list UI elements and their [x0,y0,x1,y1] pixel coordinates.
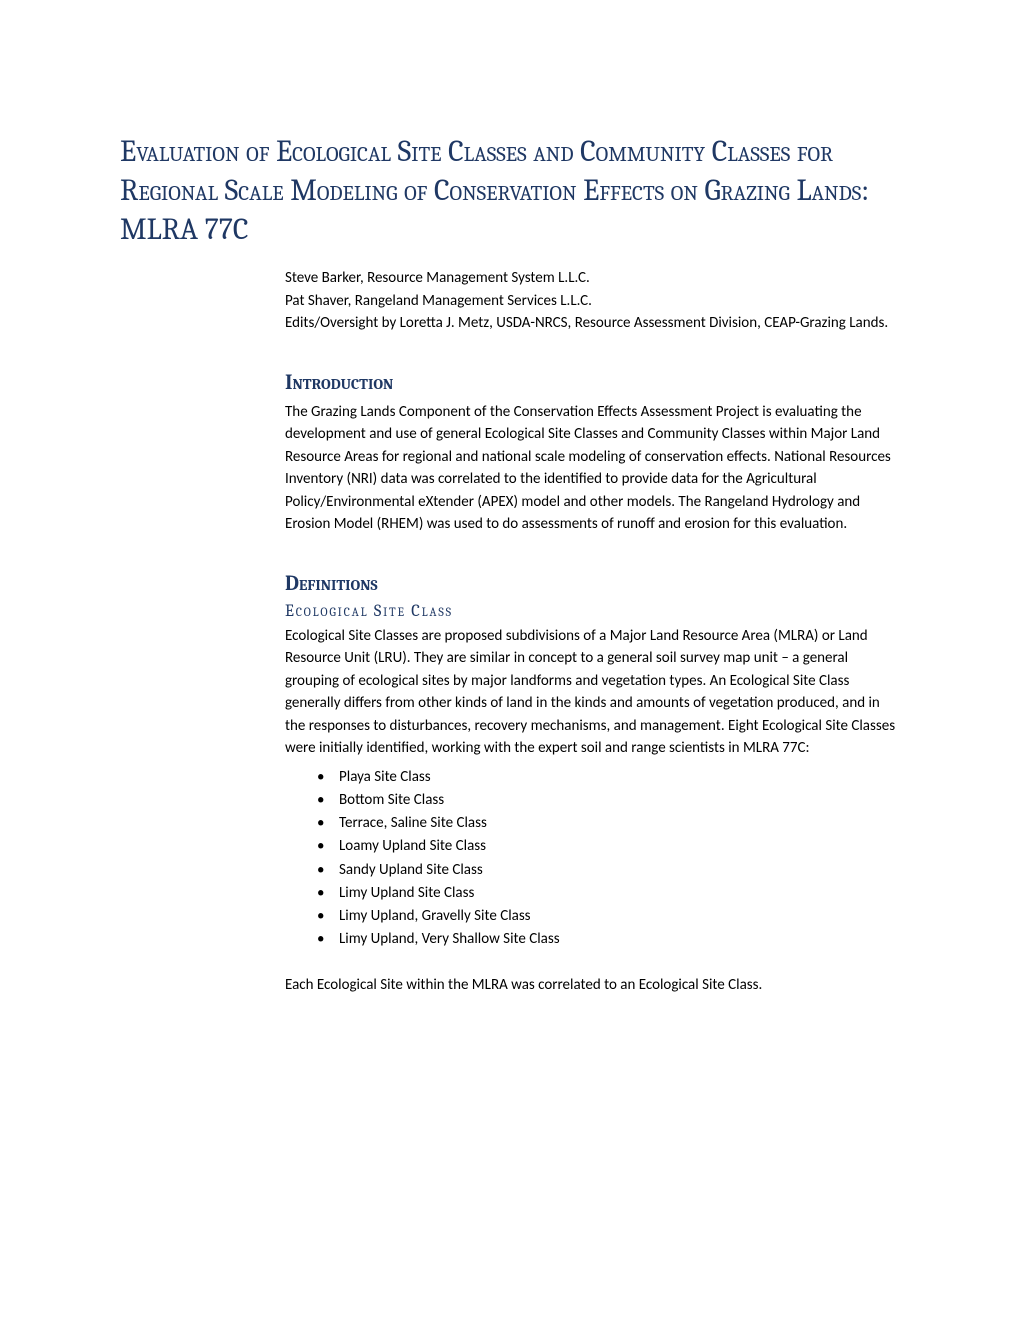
list-item: Limy Upland, Gravelly Site Class [339,905,900,928]
author-line: Edits/Oversight by Loretta J. Metz, USDA… [285,312,900,335]
content-block: Steve Barker, Resource Management System… [285,267,900,996]
definitions-subheading: Ecological Site Class [285,602,900,621]
intro-heading: Introduction [285,371,900,395]
list-item: Playa Site Class [339,766,900,789]
site-class-list: Playa Site Class Bottom Site Class Terra… [285,766,900,952]
definitions-body: Ecological Site Classes are proposed sub… [285,625,900,760]
definitions-closing: Each Ecological Site within the MLRA was… [285,974,900,997]
author-line: Pat Shaver, Rangeland Management Service… [285,290,900,313]
page: Evaluation of Ecological Site Classes an… [0,0,1020,996]
author-block: Steve Barker, Resource Management System… [285,267,900,335]
list-item: Bottom Site Class [339,789,900,812]
list-item: Loamy Upland Site Class [339,835,900,858]
document-title: Evaluation of Ecological Site Classes an… [120,132,900,249]
list-item: Terrace, Saline Site Class [339,812,900,835]
list-item: Sandy Upland Site Class [339,859,900,882]
definitions-heading: Definitions [285,572,900,596]
list-item: Limy Upland Site Class [339,882,900,905]
intro-body: The Grazing Lands Component of the Conse… [285,401,900,536]
list-item: Limy Upland, Very Shallow Site Class [339,928,900,951]
author-line: Steve Barker, Resource Management System… [285,267,900,290]
